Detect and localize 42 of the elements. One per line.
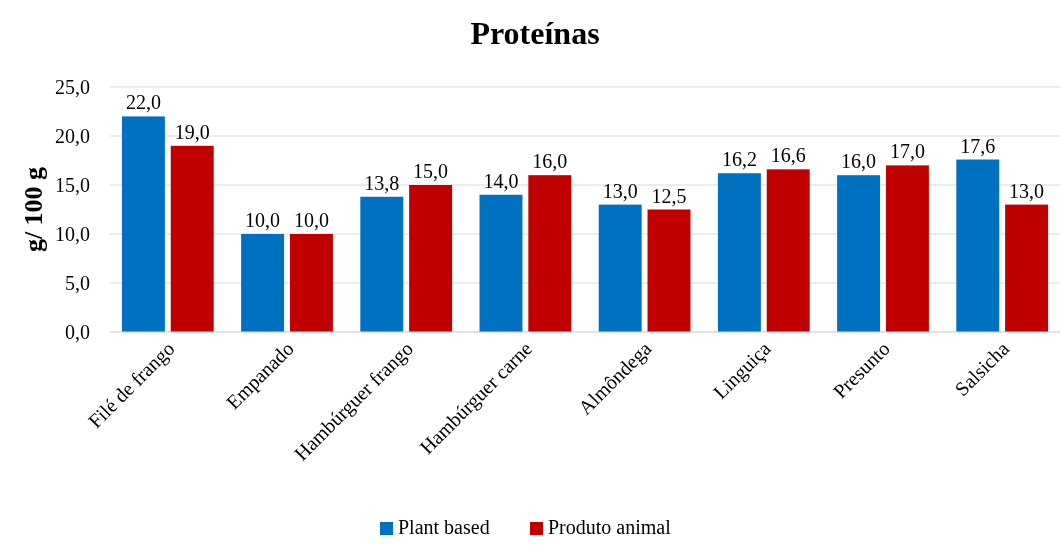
- bar: [241, 234, 285, 332]
- y-tick-label: 10,0: [55, 223, 90, 245]
- bar: [717, 173, 761, 332]
- y-tick-label: 0,0: [65, 321, 90, 343]
- legend-label: Plant based: [398, 516, 490, 538]
- legend-label: Produto animal: [548, 516, 672, 538]
- bar: [289, 234, 333, 332]
- data-label: 16,0: [841, 150, 877, 173]
- bar: [479, 194, 523, 332]
- y-tick-label: 15,0: [55, 174, 90, 196]
- data-label: 13,0: [1009, 179, 1045, 202]
- data-label: 16,2: [721, 148, 757, 171]
- data-label: 14,0: [483, 169, 519, 192]
- data-label: 13,8: [364, 171, 400, 194]
- data-label: 17,6: [960, 134, 996, 157]
- bar: [647, 209, 691, 332]
- data-label: 17,0: [889, 140, 925, 163]
- data-label: 10,0: [245, 209, 281, 231]
- y-tick-label: 20,0: [55, 125, 90, 147]
- bar: [766, 169, 810, 332]
- bar: [885, 165, 929, 332]
- data-label: 16,0: [532, 150, 568, 173]
- y-tick-label: 5,0: [65, 272, 90, 294]
- bar: [837, 175, 881, 332]
- data-label: 15,0: [413, 160, 449, 182]
- data-label: 19,0: [174, 120, 210, 143]
- data-label: 16,6: [770, 144, 806, 167]
- y-tick-label: 25,0: [55, 76, 90, 98]
- bar: [598, 204, 642, 332]
- bar: [409, 185, 453, 332]
- chart-title: Proteínas: [470, 15, 600, 51]
- bar: [170, 145, 214, 332]
- bar: [360, 196, 404, 332]
- bar: [1005, 204, 1049, 332]
- data-label: 12,5: [651, 184, 687, 207]
- bar: [121, 116, 165, 332]
- bar: [528, 175, 572, 332]
- data-label: 13,0: [602, 179, 638, 202]
- bar: [956, 159, 1000, 332]
- y-axis-title: g/ 100 g: [19, 166, 48, 253]
- data-label: 22,0: [125, 91, 161, 114]
- data-label: 10,0: [293, 209, 329, 231]
